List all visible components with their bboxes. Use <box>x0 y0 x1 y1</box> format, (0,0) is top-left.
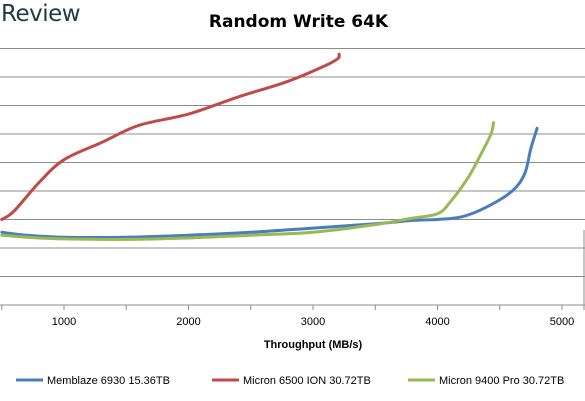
gridlines <box>0 48 585 277</box>
legend-item-1: Memblaze 6930 15.36TB <box>16 375 170 387</box>
legend: Memblaze 6930 15.36TB Micron 6500 ION 30.… <box>16 375 564 387</box>
x-tick-label: 3000 <box>301 316 325 328</box>
x-axis: 1000 2000 3000 4000 5000 <box>0 230 585 328</box>
x-tick-label: 5000 <box>550 316 574 328</box>
legend-item-3: Micron 9400 Pro 30.72TB <box>408 375 564 387</box>
x-tick-label: 2000 <box>176 316 200 328</box>
legend-label: Micron 9400 Pro 30.72TB <box>439 375 564 387</box>
x-axis-label: Throughput (MB/s) <box>264 339 363 351</box>
series-lines <box>0 52 539 241</box>
x-tick-label: 1000 <box>52 316 76 328</box>
legend-label: Micron 6500 ION 30.72TB <box>243 375 371 387</box>
legend-label: Memblaze 6930 15.36TB <box>47 375 170 387</box>
legend-item-2: Micron 6500 ION 30.72TB <box>212 375 371 387</box>
brand-logo: Review <box>1 1 81 27</box>
x-tick-label: 4000 <box>425 316 449 328</box>
series-line-3 <box>0 121 495 241</box>
series-line-1 <box>0 126 539 239</box>
chart-title: Random Write 64K <box>208 12 389 32</box>
series-line-2 <box>0 52 341 221</box>
